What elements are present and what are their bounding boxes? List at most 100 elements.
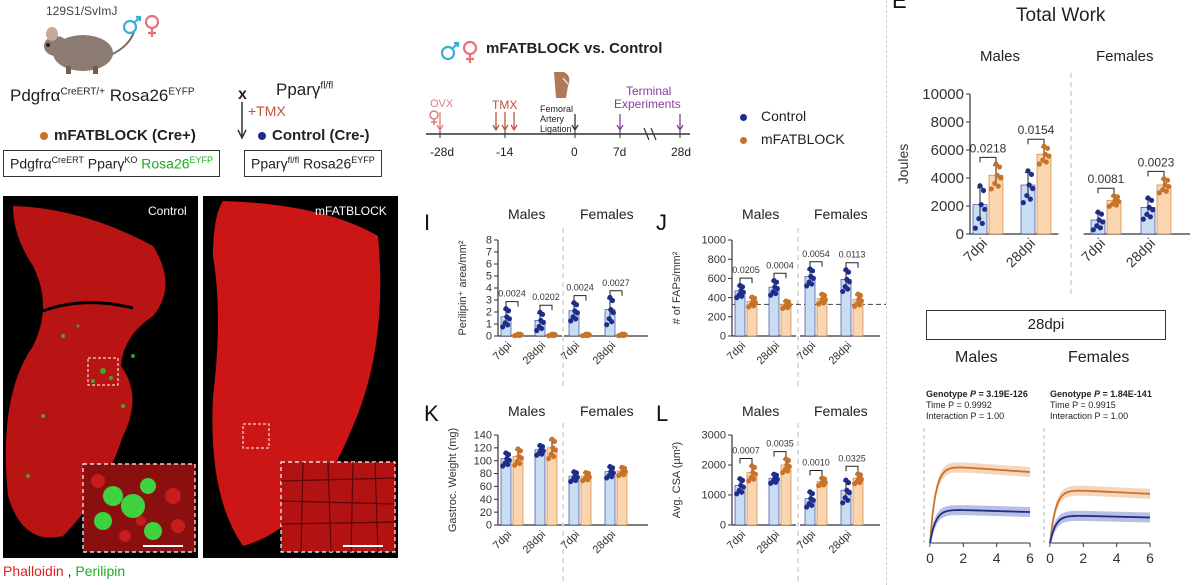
panel-j-point (855, 291, 861, 297)
panel-e-ytick-label: 4000 (931, 170, 964, 187)
panel-e-ytick-label: 0 (956, 226, 964, 243)
panel-i-point (503, 306, 509, 312)
panel-e-chart: 0 2000 4000 6000 8000 10000 Joules 7dpi 0.0218 28… (895, 70, 1190, 294)
panel-k-ytick-label: 20 (480, 507, 492, 519)
panel-e-point (988, 186, 994, 192)
panel-j-ytick-label: 200 (708, 311, 726, 323)
panel-e-sig-bracket (1147, 170, 1165, 177)
panel-e-title: Total Work (1016, 5, 1106, 26)
panel-e-point (1096, 217, 1102, 223)
panel-j-point (854, 300, 860, 307)
panel-i-point (534, 327, 540, 334)
panel-genetics: 129S1/SvImJ PdgfrαCreERT/+ Rosa26EYFP x … (0, 0, 400, 185)
panel-i-pvalue: 0.0024 (498, 289, 526, 299)
panel-l-ytick-label: 1000 (702, 490, 726, 502)
panel-j-point (843, 267, 849, 273)
panel-j-point (749, 294, 755, 300)
panel-l-males: Males (742, 403, 780, 419)
panel-l-ytick-label: 0 (720, 520, 726, 532)
panel-e-point (1140, 216, 1146, 222)
panel-i-point (514, 332, 520, 338)
panel-e-point (976, 216, 982, 222)
panel-i-ytick-label: 4 (486, 283, 492, 295)
panel-k-ytick-label: 140 (474, 430, 492, 442)
panel-j-point (818, 299, 824, 305)
ovx-label: OVX (430, 98, 454, 110)
panel-i-point (608, 307, 614, 313)
panel-l-point (819, 475, 825, 481)
panel-e-point (1162, 182, 1168, 188)
panel-e-pvalue: 0.0154 (1018, 123, 1055, 137)
panel-e-point (1020, 200, 1026, 206)
divider-vertical (886, 0, 887, 585)
panel-k-point (546, 456, 552, 462)
panel-j-ytick-label: 1000 (702, 235, 726, 247)
panel-k-point (503, 450, 509, 456)
panel-j-point (807, 266, 813, 272)
female-interaction-stat: Interaction P = 1.00 (1050, 411, 1129, 421)
panel-i-pvalue: 0.0027 (602, 278, 630, 288)
female-time-stat: Time P = 0.9915 (1050, 400, 1116, 410)
panel-l-point (818, 481, 824, 487)
panel-l-females: Females (814, 403, 868, 419)
timeline-title: mFATBLOCK vs. Control (486, 40, 663, 57)
panel-e-point (1110, 201, 1116, 207)
muscle-section-control (5, 206, 196, 553)
panel-e-point (1041, 143, 1047, 149)
panel-l-xtick-label: 28dpi (755, 529, 783, 557)
panel-i-ytick-label: 3 (486, 295, 492, 307)
panel-e-females: Females (1096, 48, 1154, 65)
panel-j-xtick-label: 7dpi (795, 340, 818, 363)
panel-j-xtick-label: 7dpi (725, 340, 748, 363)
panel-j-males: Males (742, 206, 780, 222)
panel-k-ytick-label: 60 (480, 481, 492, 493)
panel-i-point (570, 314, 576, 320)
panel-e-ytick-label: 8000 (931, 114, 964, 131)
panel-e-point (1042, 151, 1048, 157)
terminal-label-2: Experiments (614, 97, 681, 111)
panel-i: I Males Females 0 1 2 3 4 5 6 7 8 Perilipin⁺ area… (420, 200, 652, 390)
panel-j-letter: J (656, 210, 667, 235)
panel-e-point (980, 187, 987, 194)
panel-k-point (583, 469, 589, 476)
panel-e-point (1040, 157, 1046, 163)
panel-k-bar (534, 449, 546, 526)
panel-l: L Males Females 0 1000 2000 3000 Avg. CSA (µ… (652, 395, 887, 585)
panel-l-point (749, 463, 755, 469)
panel-i-point (504, 314, 510, 320)
panel-i-ytick-label: 8 (486, 235, 492, 247)
panel-k-point (548, 451, 554, 457)
panel-j-xtick-label: 28dpi (827, 340, 855, 368)
curve-control-male (929, 509, 1031, 544)
panel-k-point (549, 436, 555, 442)
curves-xtick-label: 2 (1079, 550, 1087, 566)
panel-k-point (504, 456, 510, 462)
panel-l-ytick-label: 3000 (702, 430, 726, 442)
panel-l-point (783, 456, 789, 462)
panel-i-letter: I (424, 210, 431, 235)
panel-l-point (843, 477, 849, 483)
male-female-icon-2 (440, 40, 478, 63)
panel-l-pvalue: 0.0035 (766, 439, 794, 449)
curves-xtick-label: 6 (1026, 550, 1034, 566)
panel-k-females: Females (580, 403, 634, 419)
panel-j-point (806, 279, 812, 285)
panel-j-point (738, 288, 744, 294)
panel-k-y-label: Gastroc. Weight (mg) (447, 428, 459, 532)
muscle-section-mfatblock (212, 201, 396, 553)
panel-l-point (806, 501, 812, 507)
panel-k-point (570, 476, 576, 482)
panel-k-point (502, 460, 508, 466)
panel-e-letter: E (892, 0, 907, 13)
curves-xtick-label: 4 (993, 550, 1001, 566)
mfatblock-genotype-box: PdgfrαCreERT PparγKO Rosa26EYFP (3, 150, 221, 177)
panel-l-pvalue: 0.0010 (802, 458, 830, 468)
panel-j-ytick-label: 0 (720, 331, 726, 343)
panel-i-ytick-label: 7 (486, 247, 492, 259)
male-time-stat: Time P = 0.9992 (926, 400, 992, 410)
legend-mfatblock: mFATBLOCK (740, 131, 845, 147)
panel-k-point (537, 442, 543, 449)
panel-j-ytick-label: 800 (708, 254, 726, 266)
tick-7d: 7d (613, 145, 627, 159)
